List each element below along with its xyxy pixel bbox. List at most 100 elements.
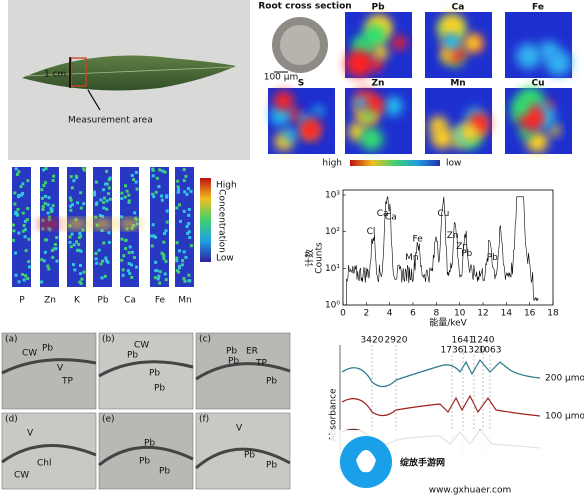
strip-speckle: [151, 223, 155, 227]
strip-speckle: [175, 269, 179, 273]
strip-speckle: [158, 168, 162, 172]
subfigure-id: (f): [199, 415, 209, 425]
strip-speckle: [26, 206, 30, 210]
strip-speckle: [121, 268, 125, 272]
strip-speckle: [16, 207, 20, 211]
strip-speckle: [23, 228, 27, 232]
ir-curve-100: [341, 394, 541, 417]
strip-speckle: [164, 278, 168, 282]
x-tick-label: 16: [524, 309, 536, 319]
strip-speckle: [107, 186, 111, 190]
strip-speckle: [77, 242, 81, 246]
strip-speckle: [101, 214, 105, 218]
strip-speckle: [164, 259, 168, 263]
ir-curve-200: [341, 358, 541, 388]
strip-speckle: [47, 226, 51, 230]
strip-speckle: [27, 265, 31, 269]
map-blob: [383, 96, 403, 116]
strip-speckle: [102, 200, 106, 204]
strip-speckle: [41, 207, 45, 211]
map-blob: [345, 49, 373, 78]
cell-wall: [1, 444, 97, 464]
strip-speckle: [186, 231, 190, 235]
strip-speckle: [164, 229, 168, 233]
watermark-url: www.gxhuaer.com: [429, 486, 512, 496]
subfigure-id: (c): [199, 335, 211, 345]
strip-speckle: [21, 182, 25, 186]
strip-speckle: [120, 191, 124, 195]
strip-speckle: [26, 276, 30, 280]
strip-speckle: [127, 193, 131, 197]
strip-speckle: [44, 238, 48, 242]
strip-speckle: [50, 249, 54, 253]
tem-label: Pb: [266, 461, 277, 471]
strip-speckle: [100, 276, 104, 280]
peak-label: Mn: [405, 253, 418, 263]
peak-label: Pb: [461, 249, 472, 259]
strip-speckle: [12, 229, 16, 233]
strip-speckle: [24, 274, 28, 278]
strip-speckle: [130, 275, 134, 279]
strip-speckle: [151, 168, 155, 172]
element-strip: [150, 167, 169, 287]
strip-speckle: [80, 277, 84, 281]
tem-label: CW: [14, 471, 29, 481]
strip-speckle: [156, 277, 160, 281]
strip-speckle: [175, 259, 179, 263]
strip-speckle: [78, 280, 82, 284]
strip-speckle: [41, 205, 45, 209]
strip-speckle: [133, 211, 137, 215]
strip-speckle: [152, 234, 156, 238]
map-label: Cu: [531, 79, 544, 89]
strip-speckle: [134, 265, 138, 269]
strip-speckle: [130, 227, 134, 231]
strip-speckle: [51, 255, 55, 259]
strip-speckle: [14, 210, 18, 214]
strip-speckle: [178, 249, 182, 253]
strip-speckle: [127, 262, 131, 266]
strip-speckle: [187, 230, 191, 234]
strip-speckle: [25, 218, 29, 222]
strip-speckle: [154, 235, 158, 239]
map-label: Mn: [450, 79, 465, 89]
strip-speckle: [14, 273, 18, 277]
tem-label: TP: [255, 359, 267, 369]
strip-speckle: [175, 241, 179, 245]
tem-label: V: [27, 429, 34, 439]
subfigure-id: (a): [5, 335, 18, 345]
strip-speckle: [72, 179, 76, 183]
tem-label: CW: [22, 349, 37, 359]
strip-speckle: [82, 270, 86, 274]
colorbar-high: High: [216, 181, 237, 191]
measurement-label: Measurement area: [68, 116, 153, 126]
strip-speckle: [69, 204, 73, 208]
strip-speckle: [55, 259, 59, 263]
strip-speckle: [68, 235, 72, 239]
strip-speckle: [22, 223, 26, 227]
strip-speckle: [151, 192, 155, 196]
strip-speckle: [69, 198, 73, 202]
strip-speckle: [121, 273, 125, 277]
strip-speckle: [52, 247, 56, 251]
strip-speckle: [180, 263, 184, 267]
strip-speckle: [150, 244, 154, 248]
strip-speckle: [182, 250, 186, 254]
strip-speckle: [13, 191, 17, 195]
map-blob: [362, 109, 375, 121]
strip-speckle: [102, 206, 106, 210]
x-tick-label: 10: [454, 309, 466, 319]
strip-speckle: [47, 267, 51, 271]
strip-speckle: [153, 276, 157, 280]
map-blob: [273, 91, 294, 111]
x-tick-label: 8: [433, 309, 439, 319]
strip-speckle: [150, 234, 154, 238]
tem-label: ER: [246, 347, 258, 357]
map-blob: [392, 35, 407, 50]
strip-speckle: [43, 181, 47, 185]
cell-wall: [195, 362, 291, 381]
strip-speckle: [77, 248, 81, 252]
strip-speckle: [94, 251, 98, 255]
strip-speckle: [78, 231, 82, 235]
